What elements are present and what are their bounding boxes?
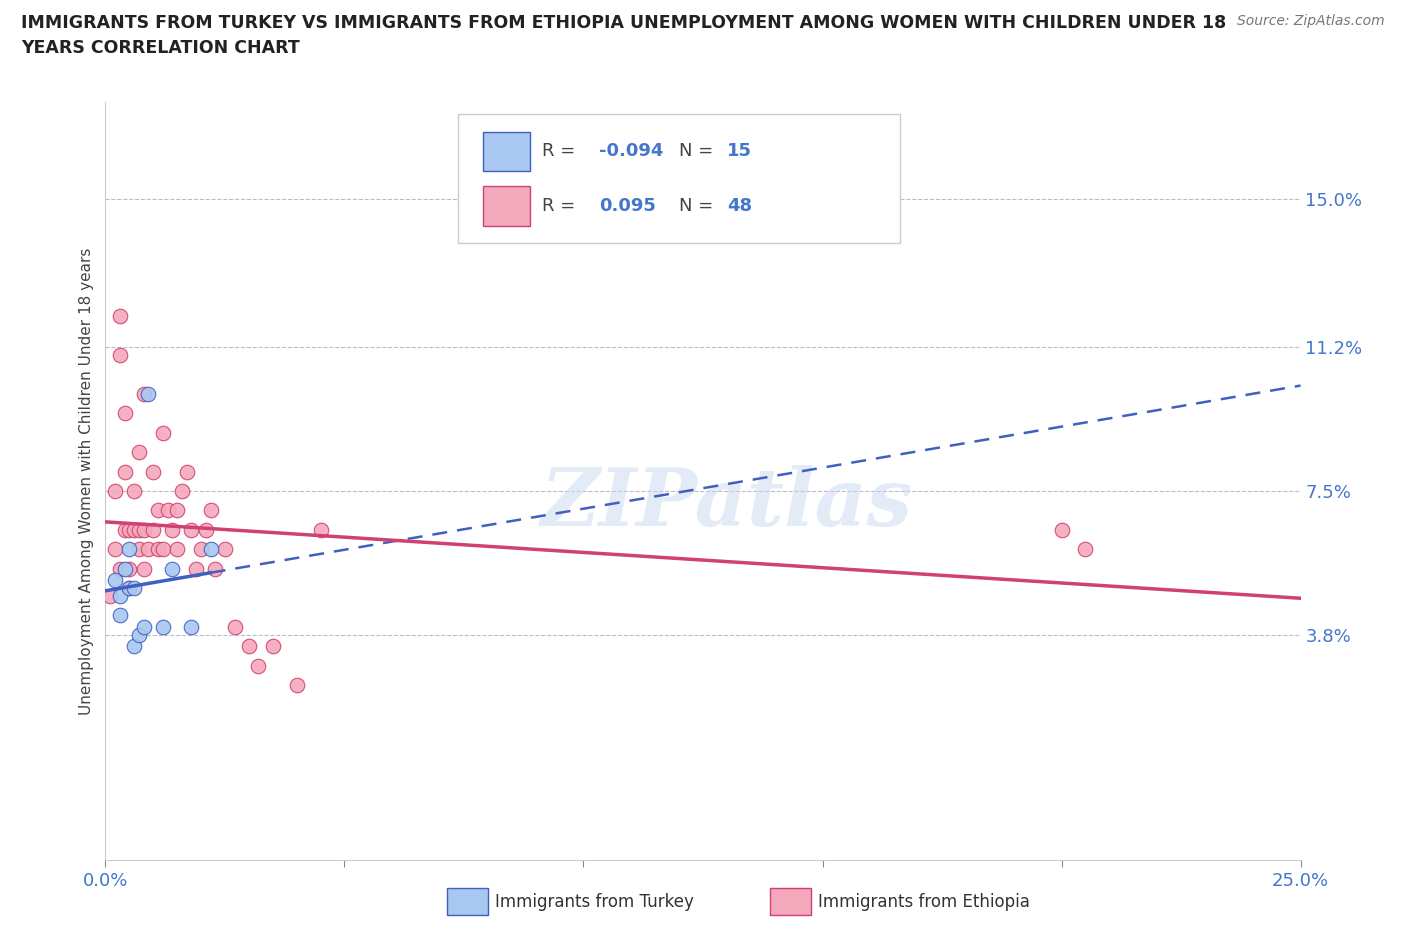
Point: [152, 542, 174, 557]
Point: [166, 503, 188, 518]
Point: [122, 639, 145, 654]
Point: [194, 523, 217, 538]
Point: [238, 639, 260, 654]
Point: [180, 619, 202, 634]
Point: [108, 589, 131, 604]
Point: [200, 503, 222, 518]
Point: [114, 562, 136, 577]
Point: [138, 386, 160, 401]
Point: [285, 678, 308, 693]
Point: [156, 503, 179, 518]
Point: [122, 484, 145, 498]
Point: [128, 523, 150, 538]
Point: [1050, 523, 1073, 538]
Point: [309, 523, 332, 538]
FancyBboxPatch shape: [484, 186, 530, 226]
Point: [108, 608, 131, 623]
Point: [190, 542, 212, 557]
Point: [118, 542, 141, 557]
Point: [122, 523, 145, 538]
Text: YEARS CORRELATION CHART: YEARS CORRELATION CHART: [21, 39, 299, 57]
Text: Immigrants from Ethiopia: Immigrants from Ethiopia: [818, 893, 1031, 911]
Point: [114, 464, 136, 479]
Text: Immigrants from Turkey: Immigrants from Turkey: [495, 893, 693, 911]
Point: [1074, 542, 1097, 557]
Point: [166, 542, 188, 557]
Point: [118, 523, 141, 538]
Text: 0.095: 0.095: [599, 197, 657, 215]
Point: [146, 542, 169, 557]
Point: [114, 405, 136, 420]
Point: [132, 523, 155, 538]
Point: [104, 573, 127, 588]
Point: [186, 562, 208, 577]
Point: [128, 445, 150, 459]
Point: [118, 580, 141, 595]
Point: [104, 542, 127, 557]
FancyBboxPatch shape: [458, 113, 900, 243]
Point: [108, 348, 131, 363]
Text: IMMIGRANTS FROM TURKEY VS IMMIGRANTS FROM ETHIOPIA UNEMPLOYMENT AMONG WOMEN WITH: IMMIGRANTS FROM TURKEY VS IMMIGRANTS FRO…: [21, 14, 1226, 32]
Y-axis label: Unemployment Among Women with Children Under 18 years: Unemployment Among Women with Children U…: [79, 247, 94, 715]
Point: [128, 628, 150, 643]
FancyBboxPatch shape: [770, 888, 811, 915]
Point: [200, 542, 222, 557]
Point: [262, 639, 284, 654]
Point: [108, 309, 131, 324]
Point: [142, 464, 165, 479]
Text: R =: R =: [541, 197, 581, 215]
Point: [152, 619, 174, 634]
Point: [224, 619, 246, 634]
Point: [162, 562, 184, 577]
Text: N =: N =: [679, 142, 718, 160]
Point: [146, 503, 169, 518]
Point: [108, 562, 131, 577]
Point: [180, 523, 202, 538]
Point: [176, 464, 198, 479]
Point: [132, 619, 155, 634]
Point: [118, 580, 141, 595]
Text: 15: 15: [727, 142, 752, 160]
Text: ZIPatlas: ZIPatlas: [541, 465, 912, 543]
Point: [138, 542, 160, 557]
Point: [142, 523, 165, 538]
Point: [152, 425, 174, 440]
Point: [204, 562, 226, 577]
Point: [122, 580, 145, 595]
Point: [214, 542, 236, 557]
Point: [98, 589, 121, 604]
Point: [128, 542, 150, 557]
Point: [162, 523, 184, 538]
Text: R =: R =: [541, 142, 581, 160]
Point: [104, 484, 127, 498]
Point: [170, 484, 193, 498]
Point: [114, 523, 136, 538]
Point: [247, 658, 270, 673]
Text: N =: N =: [679, 197, 718, 215]
Text: 48: 48: [727, 197, 752, 215]
Text: -0.094: -0.094: [599, 142, 664, 160]
Point: [132, 386, 155, 401]
Point: [132, 562, 155, 577]
Text: Source: ZipAtlas.com: Source: ZipAtlas.com: [1237, 14, 1385, 28]
FancyBboxPatch shape: [447, 888, 488, 915]
Point: [118, 562, 141, 577]
FancyBboxPatch shape: [484, 132, 530, 171]
